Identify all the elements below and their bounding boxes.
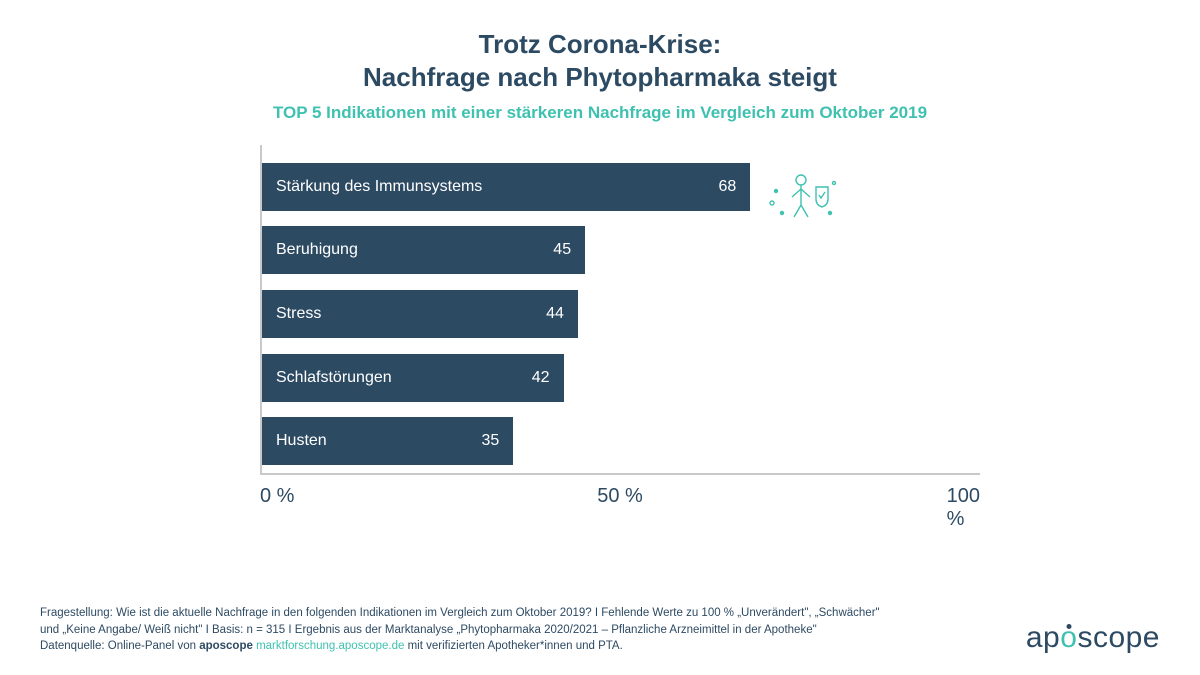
footer: Fragestellung: Wie ist die aktuelle Nach… bbox=[40, 605, 1160, 655]
footnote-line-3-suffix: mit verifizierten Apotheker*innen und PT… bbox=[408, 640, 623, 652]
logo-part-1: ap bbox=[1026, 621, 1060, 655]
x-axis bbox=[260, 473, 980, 475]
footnote-bold: aposcope bbox=[199, 640, 253, 652]
bar-label: Husten bbox=[276, 432, 327, 450]
bar-label: Stress bbox=[276, 305, 321, 323]
footnote-line-3-prefix: Datenquelle: Online-Panel von bbox=[40, 640, 199, 652]
bar-row: Stärkung des Immunsystems 68 bbox=[262, 163, 980, 211]
bar-label: Beruhigung bbox=[276, 241, 358, 259]
bar: Husten 35 bbox=[262, 417, 513, 465]
logo-accent-o-1: o bbox=[1060, 621, 1077, 655]
bars-container: Stärkung des Immunsystems 68 Beruhigung 45… bbox=[262, 155, 980, 473]
bar-value: 42 bbox=[532, 369, 550, 387]
bar-value: 68 bbox=[718, 178, 736, 196]
logo-dot-icon bbox=[1066, 624, 1071, 629]
logo-part-4: o bbox=[1108, 621, 1125, 655]
bar-row: Husten 35 bbox=[262, 417, 980, 465]
x-tick-label: 100 % bbox=[947, 485, 980, 531]
bar-row: Beruhigung 45 bbox=[262, 226, 980, 274]
bar-value: 35 bbox=[482, 432, 500, 450]
logo-part-5: pe bbox=[1126, 621, 1160, 655]
footnote-line-2: und „Keine Angabe/ Weiß nicht" I Basis: … bbox=[40, 624, 817, 636]
brand-logo: aposcope bbox=[1026, 621, 1160, 655]
title-block: Trotz Corona-Krise: Nachfrage nach Phyto… bbox=[0, 0, 1200, 123]
bar-value: 44 bbox=[546, 305, 564, 323]
footnote-line-1: Fragestellung: Wie ist die aktuelle Nach… bbox=[40, 607, 880, 619]
footnote: Fragestellung: Wie ist die aktuelle Nach… bbox=[40, 605, 880, 655]
x-ticks: 0 %50 %100 % bbox=[260, 477, 980, 515]
bar-row: Stress 44 bbox=[262, 290, 980, 338]
chart-title: Trotz Corona-Krise: Nachfrage nach Phyto… bbox=[0, 28, 1200, 93]
title-line-1: Trotz Corona-Krise: bbox=[479, 29, 722, 59]
bar: Beruhigung 45 bbox=[262, 226, 585, 274]
x-tick-label: 0 % bbox=[260, 485, 294, 508]
bar-row: Schlafstörungen 42 bbox=[262, 354, 980, 402]
x-tick-label: 50 % bbox=[597, 485, 643, 508]
bar-chart: Stärkung des Immunsystems 68 Beruhigung 45… bbox=[260, 145, 980, 515]
bar: Stärkung des Immunsystems 68 bbox=[262, 163, 750, 211]
immune-system-icon bbox=[762, 169, 840, 223]
footnote-link: marktforschung.aposcope.de bbox=[253, 640, 408, 652]
bar: Schlafstörungen 42 bbox=[262, 354, 564, 402]
bar-label: Stärkung des Immunsystems bbox=[276, 178, 482, 196]
logo-part-3: sc bbox=[1077, 621, 1108, 655]
bar-value: 45 bbox=[553, 241, 571, 259]
bar: Stress 44 bbox=[262, 290, 578, 338]
bar-label: Schlafstörungen bbox=[276, 369, 392, 387]
infographic-page: Trotz Corona-Krise: Nachfrage nach Phyto… bbox=[0, 0, 1200, 675]
chart-subtitle: TOP 5 Indikationen mit einer stärkeren N… bbox=[0, 103, 1200, 123]
title-line-2: Nachfrage nach Phytopharmaka steigt bbox=[363, 62, 837, 92]
